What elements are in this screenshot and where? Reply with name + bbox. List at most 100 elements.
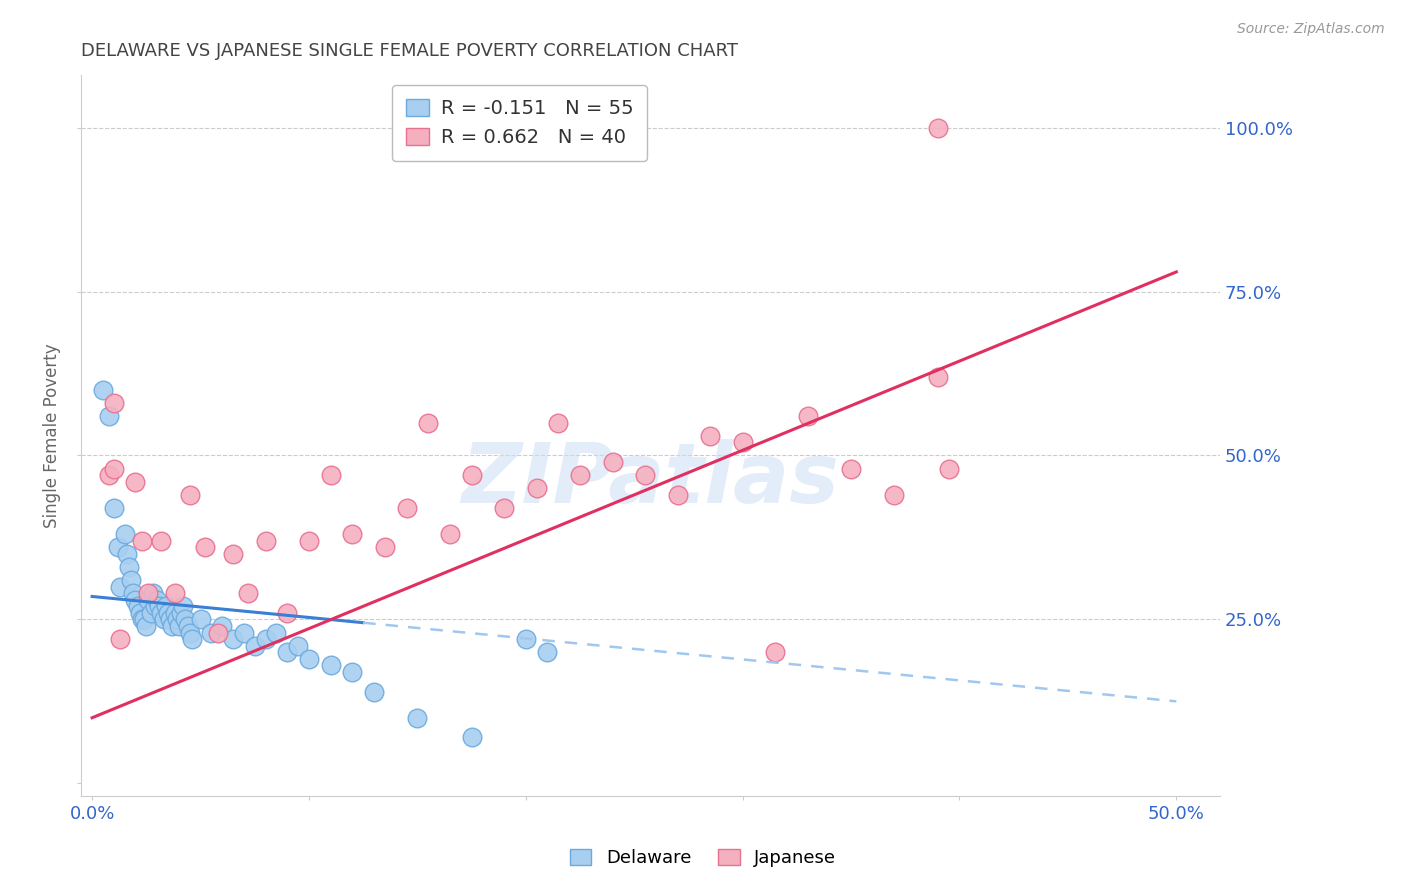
- Point: [98, 409, 121, 424]
- Point: [883, 488, 905, 502]
- Point: [298, 652, 321, 666]
- Point: [131, 612, 153, 626]
- Point: [222, 547, 245, 561]
- Point: [174, 612, 197, 626]
- Point: [254, 632, 277, 646]
- Point: [120, 573, 142, 587]
- Point: [159, 612, 181, 626]
- Point: [103, 461, 125, 475]
- Point: [222, 632, 245, 646]
- Text: DELAWARE VS JAPANESE SINGLE FEMALE POVERTY CORRELATION CHART: DELAWARE VS JAPANESE SINGLE FEMALE POVER…: [82, 42, 738, 60]
- Legend: Delaware, Japanese: Delaware, Japanese: [562, 841, 844, 874]
- Point: [374, 541, 396, 555]
- Point: [176, 619, 198, 633]
- Point: [128, 606, 150, 620]
- Point: [131, 533, 153, 548]
- Point: [238, 586, 260, 600]
- Point: [200, 625, 222, 640]
- Point: [276, 645, 298, 659]
- Point: [107, 541, 129, 555]
- Point: [634, 468, 657, 483]
- Point: [110, 632, 132, 646]
- Point: [103, 500, 125, 515]
- Point: [494, 500, 516, 515]
- Point: [163, 606, 186, 620]
- Point: [134, 612, 156, 626]
- Point: [395, 500, 418, 515]
- Point: [138, 592, 160, 607]
- Point: [298, 533, 321, 548]
- Point: [406, 711, 429, 725]
- Point: [127, 599, 149, 614]
- Point: [666, 488, 689, 502]
- Point: [143, 599, 166, 614]
- Point: [569, 468, 592, 483]
- Point: [124, 475, 146, 489]
- Point: [110, 580, 132, 594]
- Point: [938, 461, 960, 475]
- Point: [536, 645, 558, 659]
- Point: [139, 606, 162, 620]
- Point: [152, 612, 174, 626]
- Point: [179, 625, 201, 640]
- Point: [266, 625, 288, 640]
- Point: [148, 599, 170, 614]
- Point: [439, 527, 461, 541]
- Point: [342, 665, 364, 679]
- Point: [166, 612, 188, 626]
- Point: [190, 612, 212, 626]
- Point: [207, 625, 229, 640]
- Point: [526, 481, 548, 495]
- Point: [927, 120, 949, 135]
- Point: [98, 468, 121, 483]
- Y-axis label: Single Female Poverty: Single Female Poverty: [44, 343, 60, 528]
- Point: [167, 619, 190, 633]
- Point: [319, 658, 342, 673]
- Point: [699, 429, 721, 443]
- Point: [103, 396, 125, 410]
- Point: [155, 599, 177, 614]
- Point: [731, 435, 754, 450]
- Point: [763, 645, 786, 659]
- Point: [122, 586, 145, 600]
- Point: [156, 606, 179, 620]
- Point: [135, 619, 157, 633]
- Point: [460, 731, 482, 745]
- Point: [180, 632, 202, 646]
- Text: ZIPatlas: ZIPatlas: [461, 439, 839, 520]
- Point: [276, 606, 298, 620]
- Point: [172, 599, 194, 614]
- Point: [232, 625, 254, 640]
- Point: [211, 619, 233, 633]
- Point: [839, 461, 862, 475]
- Point: [796, 409, 818, 424]
- Point: [115, 547, 138, 561]
- Point: [363, 684, 385, 698]
- Point: [138, 586, 160, 600]
- Point: [418, 416, 440, 430]
- Point: [163, 586, 186, 600]
- Point: [547, 416, 569, 430]
- Point: [254, 533, 277, 548]
- Point: [515, 632, 537, 646]
- Text: Source: ZipAtlas.com: Source: ZipAtlas.com: [1237, 22, 1385, 37]
- Point: [342, 527, 364, 541]
- Point: [150, 606, 173, 620]
- Point: [460, 468, 482, 483]
- Point: [287, 639, 309, 653]
- Point: [118, 560, 141, 574]
- Point: [91, 383, 114, 397]
- Point: [162, 619, 184, 633]
- Point: [927, 369, 949, 384]
- Point: [146, 592, 169, 607]
- Point: [170, 606, 193, 620]
- Point: [124, 592, 146, 607]
- Point: [602, 455, 624, 469]
- Point: [243, 639, 266, 653]
- Point: [179, 488, 201, 502]
- Point: [142, 586, 165, 600]
- Point: [319, 468, 342, 483]
- Point: [114, 527, 136, 541]
- Point: [150, 533, 173, 548]
- Point: [194, 541, 217, 555]
